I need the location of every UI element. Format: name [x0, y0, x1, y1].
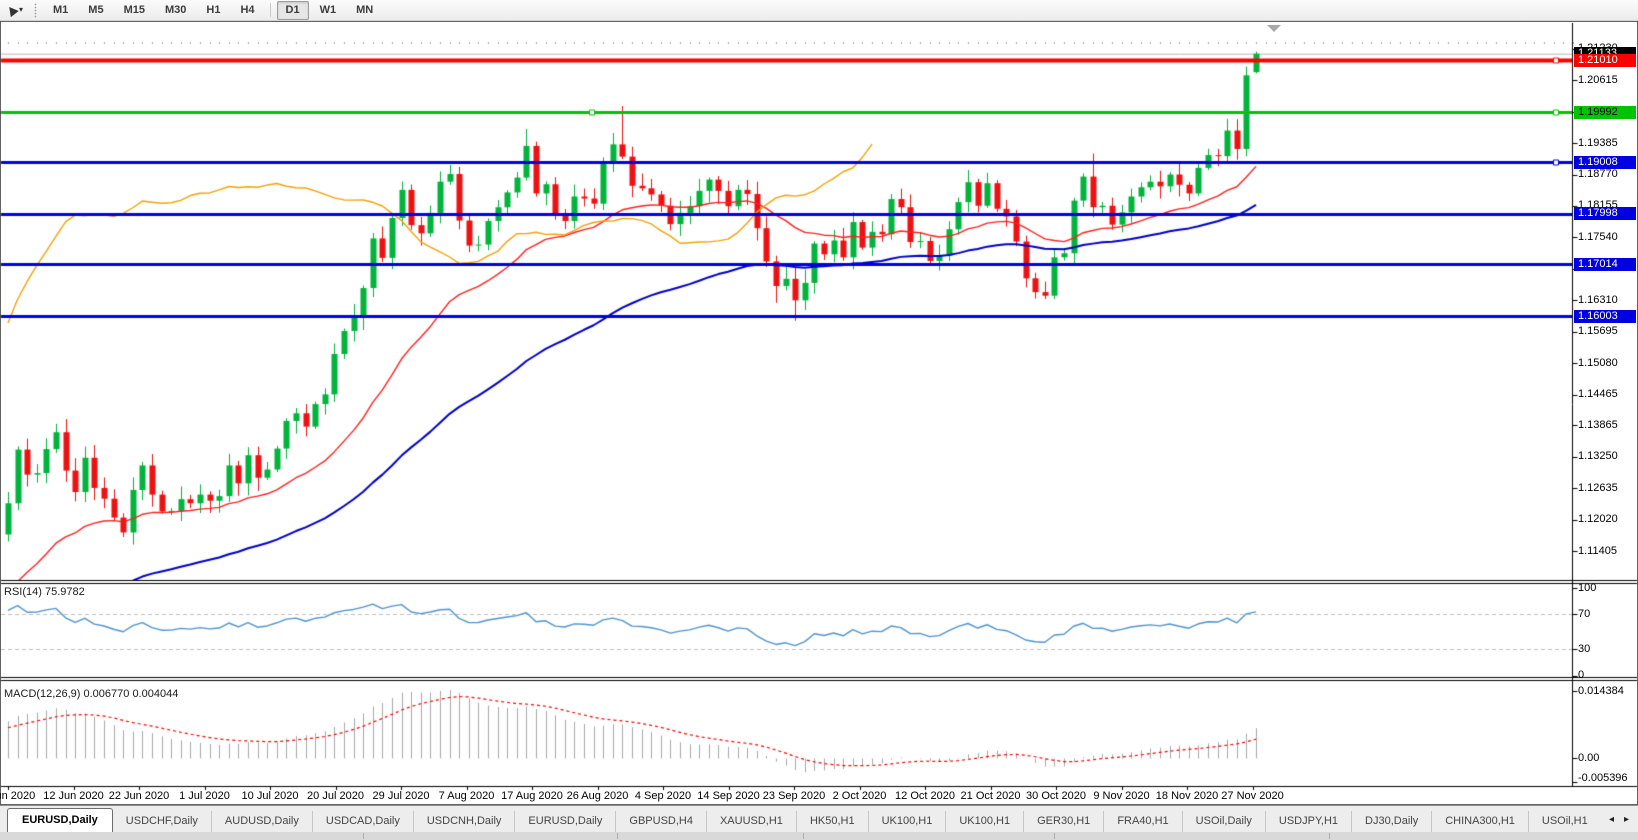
- chart-tab-bar: EURUSD,Daily USDCHF,Daily AUDUSD,Daily USDC…: [0, 805, 1638, 832]
- chart-tab-audusd-daily[interactable]: AUDUSD,Daily: [210, 811, 312, 832]
- chart-tab-usdjpy-h1[interactable]: USDJPY,H1: [1264, 811, 1351, 832]
- chart-tab-ger30-h1[interactable]: GER30,H1: [1023, 811, 1103, 832]
- chart-tab-uk100-h1[interactable]: UK100,H1: [867, 811, 946, 832]
- chart-tab-eurusd-daily[interactable]: EURUSD,Daily: [514, 811, 615, 832]
- chart-tab-usdcnh-daily[interactable]: USDCNH,Daily: [412, 811, 515, 832]
- chart-tab-dj30-daily[interactable]: DJ30,Daily: [1351, 811, 1431, 832]
- status-separator: [363, 833, 364, 839]
- tab-scroll-right-icon[interactable]: ▸: [1623, 813, 1629, 825]
- chart-tab-uk100-h1[interactable]: UK100,H1: [945, 811, 1023, 832]
- chart-tab-xauusd-h1[interactable]: XAUUSD,H1: [705, 811, 796, 832]
- chart-tab-usdchf-daily[interactable]: USDCHF,Daily: [125, 815, 198, 827]
- chart-tab-usdcad-daily[interactable]: USDCAD,Daily: [311, 811, 413, 832]
- chart-tab-gbpusd-h4[interactable]: GBPUSD,H4: [615, 811, 706, 832]
- status-separator: [803, 833, 804, 839]
- chart-tab-usoil-h1[interactable]: USOil,H1: [1527, 811, 1601, 832]
- chart-tab-usoil-daily[interactable]: USOil,Daily: [1181, 811, 1265, 832]
- tab-scroll-buttons: ◂ ▸: [1604, 806, 1638, 832]
- status-strip: [0, 832, 1638, 840]
- tab-scroll-left-icon[interactable]: ◂: [1608, 813, 1614, 825]
- status-separator: [617, 833, 618, 839]
- chart-tab-hk50-h1[interactable]: HK50,H1: [795, 811, 868, 832]
- chart-tab-eurusd-daily[interactable]: EURUSD,Daily: [7, 808, 113, 832]
- status-separator: [1329, 833, 1330, 839]
- chart-tab-fra40-h1[interactable]: FRA40,H1: [1103, 811, 1181, 832]
- status-separator: [1054, 833, 1055, 839]
- chart-tab-china300-h1[interactable]: CHINA300,H1: [1431, 811, 1528, 832]
